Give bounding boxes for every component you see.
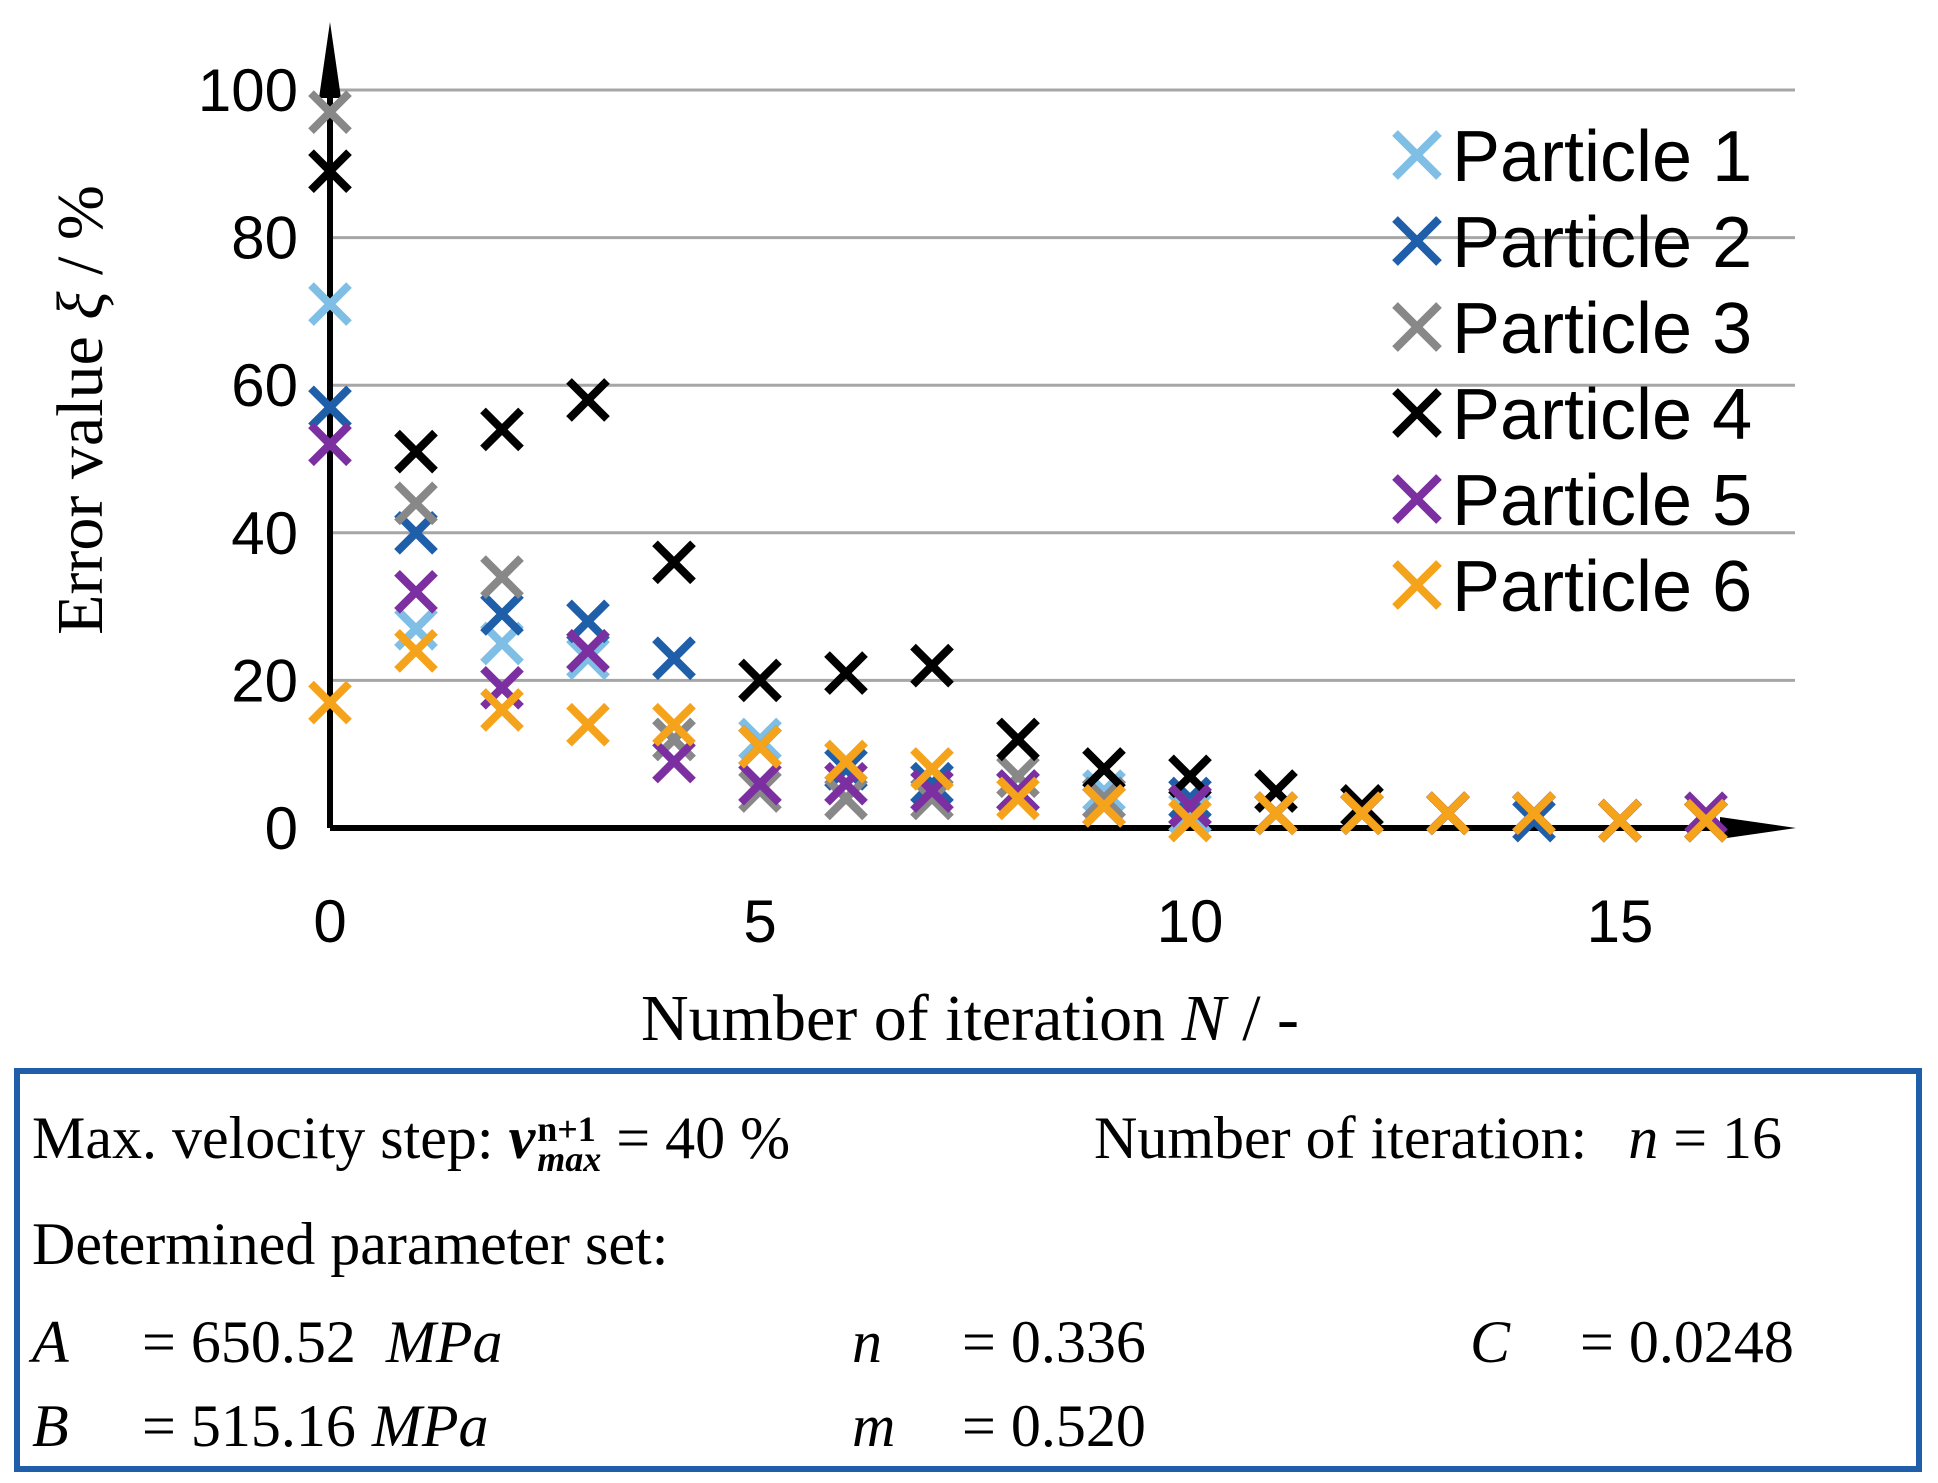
point-particle6-n12	[1340, 791, 1384, 836]
param-m: m = 0.520	[852, 1393, 1146, 1459]
x-axis-label: Number of iteration N / -	[641, 982, 1299, 1055]
point-particle5-n3	[566, 629, 610, 673]
point-particle6-n10	[1168, 798, 1212, 843]
legend-label-particle-4: Particle 4	[1452, 375, 1752, 455]
velocity-step-line: Max. velocity step: v n+1 max = 40 %	[32, 1104, 791, 1180]
point-particle5-n4	[652, 739, 696, 784]
legend-marker-particle-2	[1392, 216, 1442, 266]
x-tick-label-5: 5	[743, 888, 776, 955]
param-C: C = 0.0248	[1470, 1309, 1794, 1375]
point-particle4-n2	[480, 407, 524, 452]
y-tick-label-80: 80	[231, 205, 298, 272]
point-particle6-n6	[824, 739, 868, 784]
point-particle4-n8	[996, 717, 1040, 762]
point-particle1-n5	[738, 717, 782, 762]
iteration-count-line: Number of iteration: n = 16	[1094, 1104, 1782, 1173]
point-particle6-n16	[1684, 798, 1728, 843]
point-particle6-n0	[308, 680, 352, 725]
point-particle6-n4	[652, 702, 696, 747]
point-particle6-n8	[996, 776, 1040, 821]
velocity-step-label: Max. velocity step:	[32, 1105, 494, 1171]
point-particle4-n5	[738, 658, 782, 703]
velocity-max-symbol: v n+1 max	[508, 1105, 602, 1180]
point-particle6-n13	[1426, 791, 1470, 836]
point-particle4-n1	[394, 429, 438, 474]
legend-marker-particle-1	[1392, 130, 1442, 180]
legend-label-particle-5: Particle 5	[1452, 461, 1752, 541]
tick-labels: 0 20 40 60 80 100 0 5 10 15	[198, 57, 1653, 955]
data-points	[308, 90, 1728, 843]
point-particle3-n6	[824, 776, 868, 821]
param-B: B = 515.16 MPa	[32, 1393, 489, 1459]
point-particle6-n15	[1598, 798, 1642, 843]
legend-label-particle-2: Particle 2	[1452, 203, 1752, 283]
x-axis-arrowhead	[1720, 817, 1796, 839]
point-particle5-n0	[308, 422, 352, 467]
point-particle2-n4	[652, 636, 696, 681]
iteration-count-value: = 16	[1673, 1105, 1783, 1171]
point-particle4-n0	[308, 149, 352, 194]
point-particle6-n3	[566, 702, 610, 747]
param-n: n = 0.336	[852, 1309, 1146, 1375]
point-particle2-n2	[480, 592, 524, 636]
point-particle6-n2	[480, 688, 524, 732]
legend-marker-particle-4	[1392, 388, 1442, 438]
y-axis-label: Error value ξ / %	[44, 185, 117, 635]
point-particle4-n4	[652, 540, 696, 585]
legend-label-particle-6: Particle 6	[1452, 547, 1752, 627]
point-particle4-n6	[824, 651, 868, 695]
legend-marker-particle-5	[1392, 474, 1442, 524]
point-particle6-n1	[394, 629, 438, 673]
y-tick-label-60: 60	[231, 352, 298, 419]
point-particle3-n5	[738, 769, 782, 813]
y-tick-label-20: 20	[231, 647, 298, 714]
parameter-info-box: Max. velocity step: v n+1 max = 40 % Numbe…	[14, 1068, 1922, 1472]
point-particle4-n7	[910, 643, 954, 688]
parameter-set-title: Determined parameter set:	[32, 1211, 669, 1277]
point-particle2-n14	[1512, 798, 1556, 843]
velocity-step-value: = 40 %	[616, 1105, 791, 1171]
point-particle1-n0	[308, 282, 352, 326]
y-tick-label-100: 100	[198, 57, 298, 124]
point-particle6-n5	[738, 724, 782, 769]
point-particle4-n9	[1082, 747, 1126, 791]
point-particle6-n7	[910, 747, 954, 791]
point-particle3-n2	[480, 555, 524, 599]
point-particle6-n9	[1082, 784, 1126, 828]
x-tick-label-0: 0	[313, 888, 346, 955]
y-tick-label-0: 0	[265, 795, 298, 862]
point-particle4-n12	[1340, 784, 1384, 828]
point-particle6-n14	[1512, 791, 1556, 836]
legend-marker-particle-6	[1392, 560, 1442, 610]
iteration-count-label: Number of iteration:	[1094, 1105, 1588, 1171]
point-particle1-n3	[566, 636, 610, 681]
legend-marker-particle-3	[1392, 302, 1442, 352]
point-particle2-n7	[910, 761, 954, 806]
x-tick-label-10: 10	[1157, 888, 1224, 955]
point-particle3-n0	[308, 90, 352, 134]
iteration-count-var: n	[1628, 1105, 1659, 1171]
param-A: A = 650.52 MPa	[32, 1309, 503, 1375]
point-particle5-n8	[996, 769, 1040, 813]
point-particle1-n10	[1168, 791, 1212, 836]
y-axis-arrowhead	[319, 22, 341, 98]
point-particle5-n10	[1168, 784, 1212, 828]
point-particle2-n0	[308, 385, 352, 430]
point-particle4-n3	[566, 378, 610, 422]
point-particle3-n1	[394, 481, 438, 526]
point-particle5-n16	[1684, 791, 1728, 836]
point-particle6-n11	[1254, 791, 1298, 836]
y-tick-label-40: 40	[231, 500, 298, 567]
point-particle5-n1	[394, 570, 438, 614]
legend-label-particle-3: Particle 3	[1452, 289, 1752, 369]
point-particle5-n5	[738, 761, 782, 806]
legend-label-particle-1: Particle 1	[1452, 117, 1752, 197]
x-tick-label-15: 15	[1587, 888, 1654, 955]
